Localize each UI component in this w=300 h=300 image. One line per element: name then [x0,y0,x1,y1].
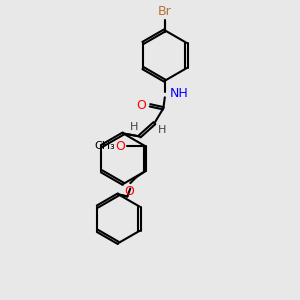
Text: O: O [124,184,134,198]
Text: Br: Br [158,5,172,18]
Text: H: H [130,122,138,132]
Text: O: O [115,140,125,153]
Text: NH: NH [170,87,189,100]
Text: H: H [158,124,166,135]
Text: CH₃: CH₃ [94,141,115,151]
Text: O: O [136,99,146,112]
